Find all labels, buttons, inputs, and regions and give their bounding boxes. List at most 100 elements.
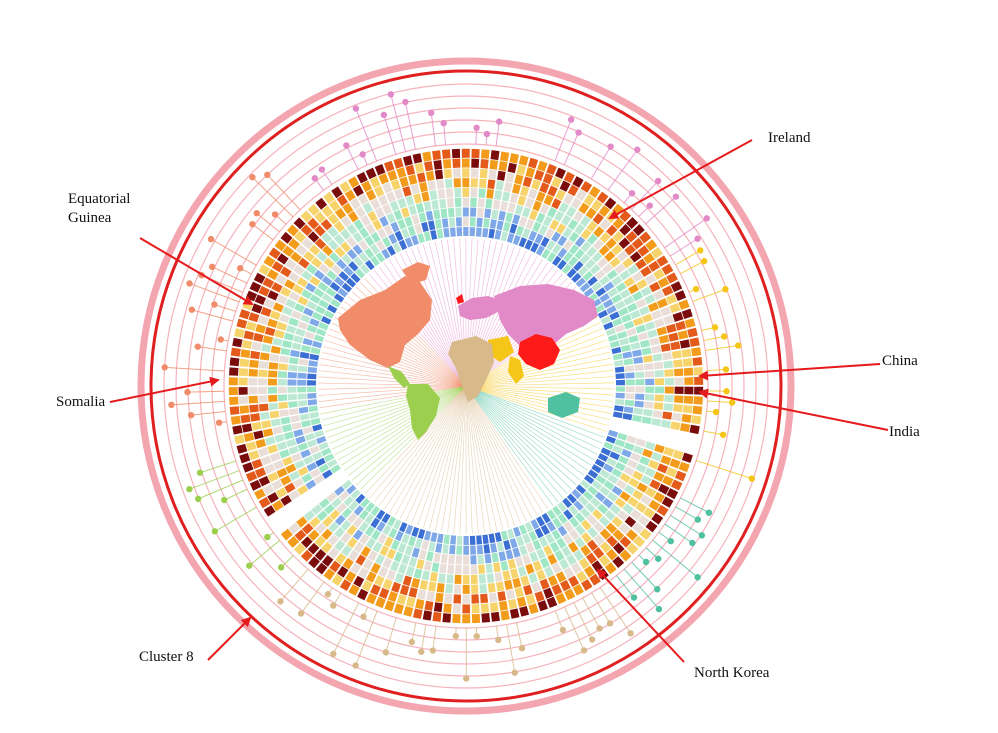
heat-cell (587, 539, 599, 551)
heat-cell (654, 386, 665, 394)
heat-cell (373, 185, 385, 197)
heat-cell (612, 217, 625, 230)
heat-cell (535, 191, 546, 203)
heat-cell (314, 549, 327, 561)
lollipop-stem (404, 101, 416, 150)
lollipop-stem (675, 506, 699, 521)
heat-cell (588, 186, 601, 198)
heat-cell (512, 214, 521, 225)
lollipop-dot (277, 598, 284, 605)
lollipop-stem (355, 610, 378, 666)
heat-cell (640, 494, 652, 506)
heat-cell (564, 588, 576, 601)
heat-cell (656, 298, 668, 309)
heat-cell (288, 238, 300, 250)
heat-cell (356, 171, 368, 184)
heat-cell (631, 349, 642, 357)
heat-cell (251, 458, 263, 470)
heat-cell (329, 560, 341, 573)
heat-cell (287, 393, 297, 401)
heat-cell (239, 453, 251, 464)
heat-cell (308, 556, 320, 569)
heat-cell (557, 235, 568, 247)
heat-cell (586, 220, 598, 233)
heat-cell (345, 571, 357, 583)
spoke (331, 385, 467, 450)
heat-cell (611, 293, 623, 304)
heat-cell (606, 305, 617, 315)
lollipop-stem (211, 266, 248, 284)
spoke (465, 385, 577, 486)
lollipop-dot (221, 496, 228, 504)
heat-cell (509, 608, 520, 619)
heat-cell (300, 210, 313, 223)
heat-cell (605, 435, 616, 444)
heat-cell (471, 168, 479, 178)
heat-cell (312, 340, 323, 349)
spoke (329, 385, 467, 444)
heat-cell (321, 555, 334, 567)
heat-cell (441, 218, 449, 228)
heat-cell (331, 574, 344, 586)
lollipop-dot (211, 528, 219, 535)
heat-cell (518, 216, 528, 227)
heat-cell (268, 370, 278, 378)
heat-cell (281, 340, 293, 349)
heat-cell (541, 512, 551, 524)
heat-cell (561, 545, 572, 558)
heat-cell (638, 305, 650, 316)
heat-cell (614, 366, 625, 373)
heat-cell (625, 386, 635, 393)
heat-cell (228, 377, 238, 386)
heat-cell (563, 509, 574, 520)
heat-cell (442, 544, 449, 554)
heat-cell (565, 206, 577, 218)
heat-cell (248, 368, 258, 377)
heat-cell (558, 202, 570, 214)
heat-cell (394, 230, 404, 242)
heat-cell (541, 248, 551, 259)
spoke (453, 385, 467, 534)
heat-cell (674, 290, 687, 301)
heat-cell (390, 179, 401, 191)
heat-cell (386, 191, 396, 203)
spoke (465, 385, 581, 481)
heat-cell (364, 513, 375, 525)
heat-cell (285, 298, 297, 309)
heat-cell (258, 285, 270, 297)
heat-cell (370, 243, 380, 255)
heat-cell (623, 276, 635, 288)
heat-cell (297, 400, 308, 407)
heat-cell (562, 251, 573, 263)
lollipop-dot (297, 610, 305, 617)
heat-cell (528, 603, 539, 615)
heat-cell (424, 161, 434, 172)
heat-cell (651, 247, 663, 259)
heat-cell (644, 394, 655, 401)
heat-cell (436, 228, 444, 239)
heat-cell (343, 266, 354, 277)
heat-cell (593, 226, 605, 238)
heat-cell (611, 485, 623, 496)
heat-cell (347, 211, 359, 223)
heat-cell (572, 583, 584, 596)
spoke (465, 385, 609, 427)
heat-cell (361, 180, 373, 193)
heat-cell (411, 214, 420, 225)
heat-cell (491, 209, 499, 220)
heat-cell (681, 348, 692, 358)
heat-cell (287, 535, 300, 548)
heat-cell (591, 464, 602, 474)
heat-cell (411, 547, 420, 558)
heat-cell (666, 488, 679, 500)
heat-cell (625, 372, 635, 379)
heat-cell (402, 575, 412, 587)
lollipop-stem (187, 390, 225, 393)
spoke (323, 345, 467, 387)
lollipop-dot (161, 364, 168, 371)
heat-cell (393, 551, 403, 563)
heat-cell (653, 289, 665, 301)
spoke (447, 385, 467, 533)
heat-cell (320, 316, 332, 325)
heat-cell (284, 279, 296, 290)
